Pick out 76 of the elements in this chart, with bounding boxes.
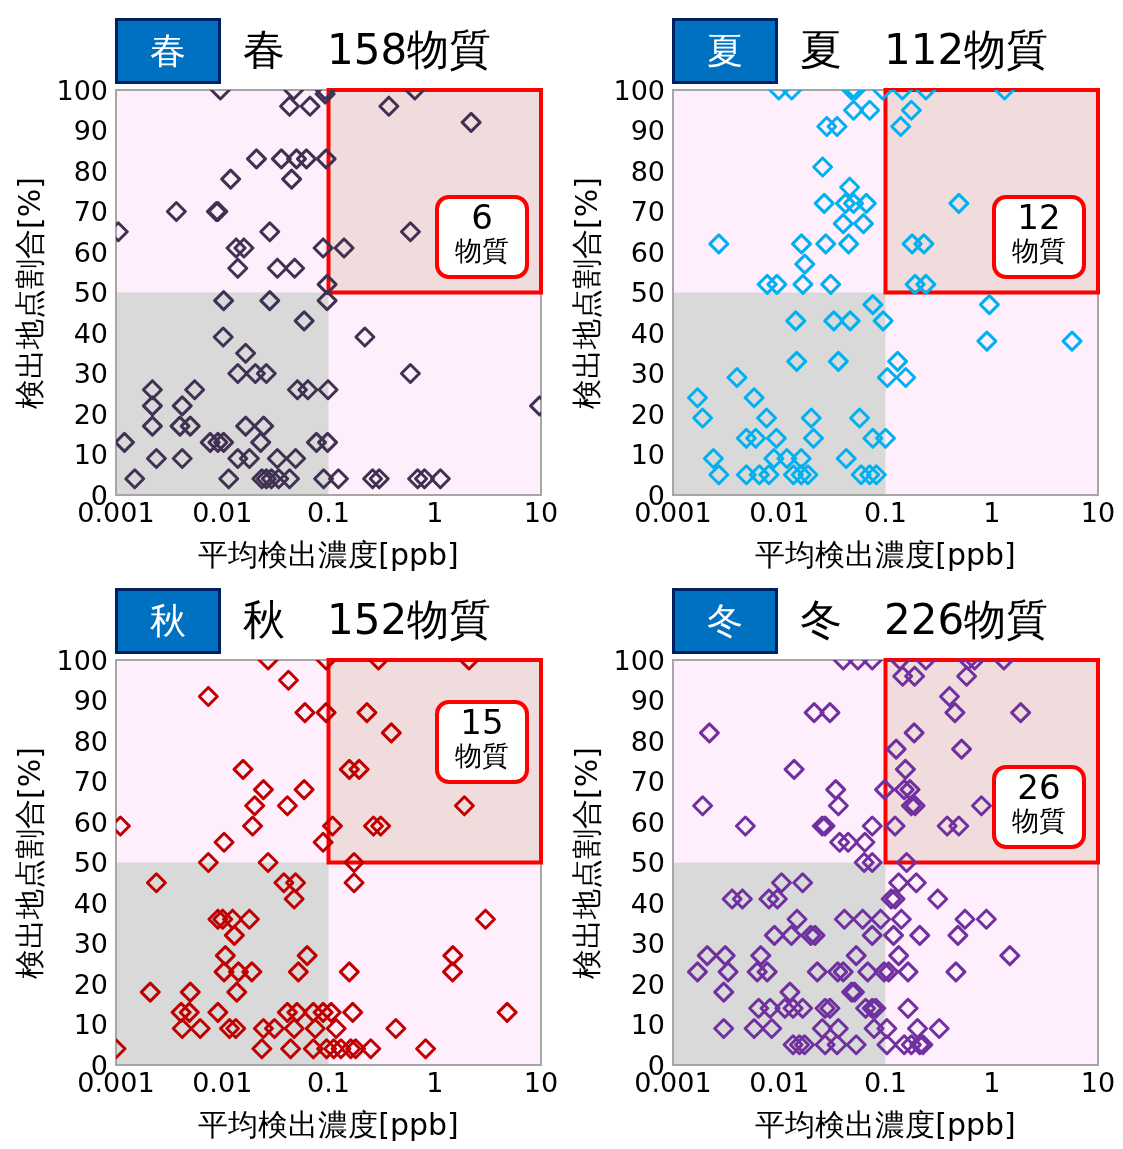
y-tick-label: 30 <box>73 358 108 390</box>
text: 冬 <box>672 588 778 654</box>
y-tick-label: 50 <box>73 277 108 309</box>
annotation: 12 物質 <box>1011 196 1067 266</box>
chart-title: 秋 152物質 <box>243 594 492 646</box>
y-tick-label: 20 <box>630 968 665 1000</box>
chart-title: 春 158物質 <box>243 24 492 76</box>
text: 秋 <box>115 588 221 654</box>
text: 春 <box>115 18 221 84</box>
y-tick-label: 30 <box>630 928 665 960</box>
y-tick-label: 30 <box>73 928 108 960</box>
y-tick-label: 40 <box>73 317 108 349</box>
annotation: 26 物質 <box>1011 766 1067 836</box>
y-tick-label: 70 <box>73 196 108 228</box>
x-axis-title: 平均検出濃度[ppb] <box>197 1106 460 1144</box>
y-axis-title: 検出地点割合[%] <box>11 175 48 411</box>
x-axis-title: 平均検出濃度[ppb] <box>197 536 460 574</box>
y-tick-label: 10 <box>630 439 665 471</box>
y-tick-label: 20 <box>73 398 108 430</box>
y-tick-label: 70 <box>630 196 665 228</box>
y-tick-label: 100 <box>613 74 665 106</box>
y-tick-label: 60 <box>630 236 665 268</box>
x-tick-label: 10 <box>1080 1067 1116 1099</box>
x-tick-label: 0.1 <box>307 497 350 529</box>
y-tick-label: 90 <box>73 115 108 147</box>
x-tick-label: 1 <box>426 1067 444 1099</box>
y-tick-label: 70 <box>73 766 108 798</box>
y-tick-label: 60 <box>73 806 108 838</box>
y-tick-label: 40 <box>73 887 108 919</box>
y-tick-label: 10 <box>630 1009 665 1041</box>
y-axis-title: 検出地点割合[%] <box>568 175 605 411</box>
x-tick-label: 1 <box>983 1067 1001 1099</box>
x-tick-label: 10 <box>523 1067 559 1099</box>
y-tick-label: 100 <box>56 644 108 676</box>
y-tick-label: 60 <box>630 806 665 838</box>
y-tick-label: 20 <box>630 398 665 430</box>
y-tick-label: 90 <box>630 115 665 147</box>
y-tick-label: 50 <box>630 847 665 879</box>
chart-title: 夏 112物質 <box>800 24 1049 76</box>
y-tick-label: 10 <box>73 1009 108 1041</box>
y-tick-label: 20 <box>73 968 108 1000</box>
y-tick-label: 90 <box>630 685 665 717</box>
y-axis-title: 検出地点割合[%] <box>11 745 48 981</box>
x-tick-label: 10 <box>1080 497 1116 529</box>
x-tick-label: 0.01 <box>749 1067 810 1099</box>
x-tick-label: 0.01 <box>192 497 253 529</box>
y-tick-label: 80 <box>630 725 665 757</box>
x-tick-label: 0.1 <box>864 497 907 529</box>
y-tick-label: 60 <box>73 236 108 268</box>
x-tick-label: 10 <box>523 497 559 529</box>
x-tick-label: 0.1 <box>307 1067 350 1099</box>
x-axis-title: 平均検出濃度[ppb] <box>754 536 1017 574</box>
y-tick-label: 50 <box>630 277 665 309</box>
y-tick-label: 100 <box>613 644 665 676</box>
y-tick-label: 80 <box>73 155 108 187</box>
y-tick-label: 10 <box>73 439 108 471</box>
y-tick-label: 90 <box>73 685 108 717</box>
y-tick-label: 40 <box>630 887 665 919</box>
y-tick-label: 80 <box>630 155 665 187</box>
y-tick-label: 30 <box>630 358 665 390</box>
annotation: 15 物質 <box>454 702 510 772</box>
x-tick-label: 1 <box>426 497 444 529</box>
x-tick-label: 0.01 <box>749 497 810 529</box>
x-tick-label: 1 <box>983 497 1001 529</box>
y-tick-label: 80 <box>73 725 108 757</box>
y-axis-title: 検出地点割合[%] <box>568 745 605 981</box>
x-tick-label: 0.01 <box>192 1067 253 1099</box>
y-tick-label: 70 <box>630 766 665 798</box>
x-axis-title: 平均検出濃度[ppb] <box>754 1106 1017 1144</box>
text: 夏 <box>672 18 778 84</box>
chart-title: 冬 226物質 <box>800 594 1049 646</box>
x-tick-label: 0.1 <box>864 1067 907 1099</box>
y-tick-label: 100 <box>56 74 108 106</box>
y-tick-label: 40 <box>630 317 665 349</box>
y-tick-label: 50 <box>73 847 108 879</box>
annotation: 6 物質 <box>454 196 510 266</box>
